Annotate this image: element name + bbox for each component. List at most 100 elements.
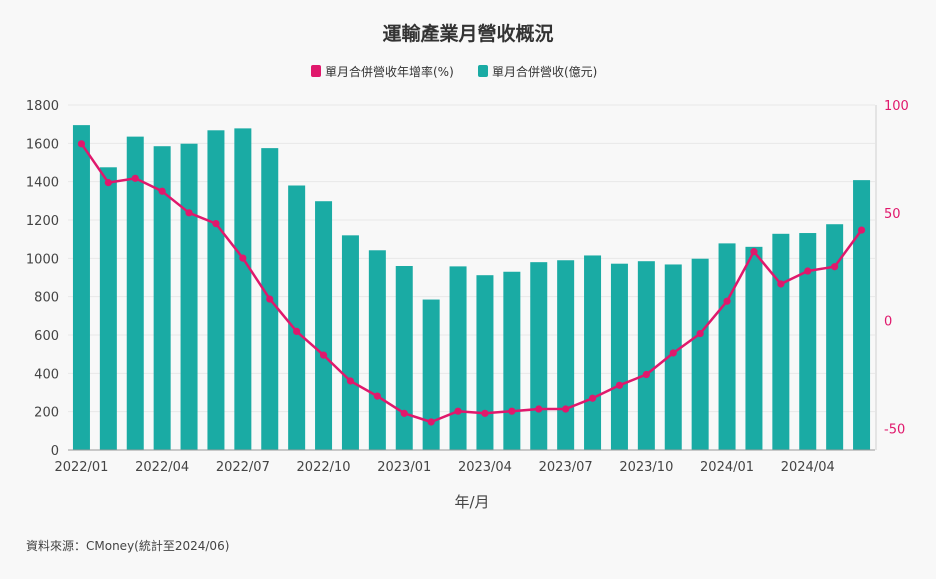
revenue-bar — [449, 266, 467, 450]
source-note: 資料來源：CMoney(統計至2024/06) — [26, 538, 229, 553]
growth-point — [373, 392, 381, 400]
growth-point — [212, 219, 220, 228]
left-tick-label: 1200 — [26, 214, 59, 229]
growth-point — [750, 248, 758, 256]
revenue-bar — [584, 255, 602, 450]
revenue-bar — [664, 264, 682, 450]
revenue-bar — [153, 146, 171, 451]
revenue-bar — [126, 136, 144, 450]
revenue-bar — [799, 233, 817, 450]
growth-point — [104, 179, 112, 187]
left-tick-label: 800 — [34, 291, 59, 306]
left-tick-label: 1800 — [26, 99, 59, 114]
revenue-bar — [180, 143, 198, 450]
x-tick-label: 2023/04 — [458, 460, 512, 475]
left-y-axis: 0 200 400 600 800 1000 1200 1400 1600 1800 — [26, 99, 59, 459]
left-tick-label: 0 — [51, 444, 59, 459]
growth-point — [481, 409, 489, 417]
x-tick-label: 2022/07 — [216, 460, 270, 475]
revenue-bar — [557, 260, 575, 450]
growth-point — [77, 140, 86, 148]
revenue-bars — [72, 125, 871, 451]
revenue-bar — [99, 167, 117, 450]
revenue-bar — [395, 266, 413, 450]
chart-title: 運輸產業月營收概況 — [382, 22, 553, 45]
growth-point — [131, 174, 139, 182]
growth-point — [508, 407, 516, 415]
x-tick-label: 2024/01 — [700, 460, 754, 475]
revenue-bar — [745, 246, 763, 450]
growth-point — [454, 407, 462, 415]
revenue-bar — [422, 299, 440, 450]
right-tick-label: 50 — [884, 207, 901, 222]
left-tick-label: 400 — [34, 367, 59, 382]
growth-point — [777, 280, 785, 288]
right-tick-label: -50 — [884, 422, 905, 437]
legend: 單月合併營收年增率(%) 單月合併營收(億元) — [311, 64, 597, 79]
x-tick-label: 2023/01 — [377, 460, 431, 475]
x-axis-title: 年/月 — [454, 493, 489, 511]
right-y-axis: -50 0 50 100 — [875, 99, 909, 450]
growth-point — [293, 327, 301, 336]
growth-point — [239, 254, 247, 262]
revenue-bar — [637, 261, 655, 450]
growth-point — [535, 405, 543, 413]
growth-point — [185, 209, 193, 217]
growth-point — [696, 329, 704, 338]
revenue-bar — [476, 275, 494, 450]
revenue-bar — [288, 185, 306, 450]
growth-point — [804, 267, 812, 275]
x-tick-label: 2023/10 — [619, 460, 673, 475]
growth-point — [266, 295, 274, 303]
x-tick-label: 2022/01 — [54, 460, 108, 475]
revenue-bar — [772, 233, 790, 450]
revenue-bar — [718, 243, 736, 450]
revenue-bar — [315, 201, 333, 450]
revenue-bar — [207, 130, 225, 451]
right-tick-label: 100 — [884, 99, 909, 114]
right-tick-label: 0 — [884, 315, 892, 330]
growth-point — [642, 370, 650, 379]
growth-point — [319, 351, 328, 359]
left-tick-label: 1000 — [26, 252, 59, 267]
gridlines — [68, 104, 875, 451]
x-axis: 2022/01 2022/04 2022/07 2022/10 2023/01 2023/… — [54, 449, 875, 475]
revenue-bar — [72, 125, 90, 450]
left-tick-label: 1400 — [26, 176, 59, 191]
revenue-bar — [503, 271, 521, 450]
growth-line-path — [80, 143, 863, 424]
growth-point — [723, 297, 731, 305]
growth-point — [615, 381, 624, 389]
x-tick-label: 2024/04 — [781, 460, 835, 475]
revenue-bar — [853, 180, 871, 450]
left-tick-label: 200 — [34, 406, 59, 421]
revenue-bar — [691, 258, 709, 450]
legend-label-revenue: 單月合併營收(億元) — [492, 64, 597, 79]
growth-point — [346, 377, 355, 385]
growth-point — [562, 405, 570, 413]
revenue-bar — [610, 263, 628, 450]
legend-swatch-revenue — [478, 65, 488, 77]
revenue-bar — [234, 128, 252, 450]
growth-point — [427, 418, 435, 426]
growth-point — [400, 409, 408, 417]
growth-point — [831, 263, 839, 271]
growth-point — [158, 187, 166, 195]
left-tick-label: 600 — [34, 329, 59, 344]
revenue-bar — [341, 235, 359, 450]
x-tick-label: 2022/04 — [135, 460, 189, 475]
growth-point — [669, 349, 677, 357]
x-tick-label: 2022/10 — [297, 460, 351, 475]
legend-label-growth: 單月合併營收年增率(%) — [325, 64, 454, 79]
growth-point — [857, 226, 866, 234]
growth-line — [77, 140, 866, 426]
revenue-bar — [530, 262, 548, 450]
legend-swatch-growth — [311, 65, 321, 77]
left-tick-label: 1600 — [26, 137, 59, 152]
revenue-bar — [368, 250, 386, 450]
revenue-bar — [826, 224, 844, 450]
x-tick-label: 2023/07 — [539, 460, 593, 475]
growth-point — [588, 394, 597, 402]
